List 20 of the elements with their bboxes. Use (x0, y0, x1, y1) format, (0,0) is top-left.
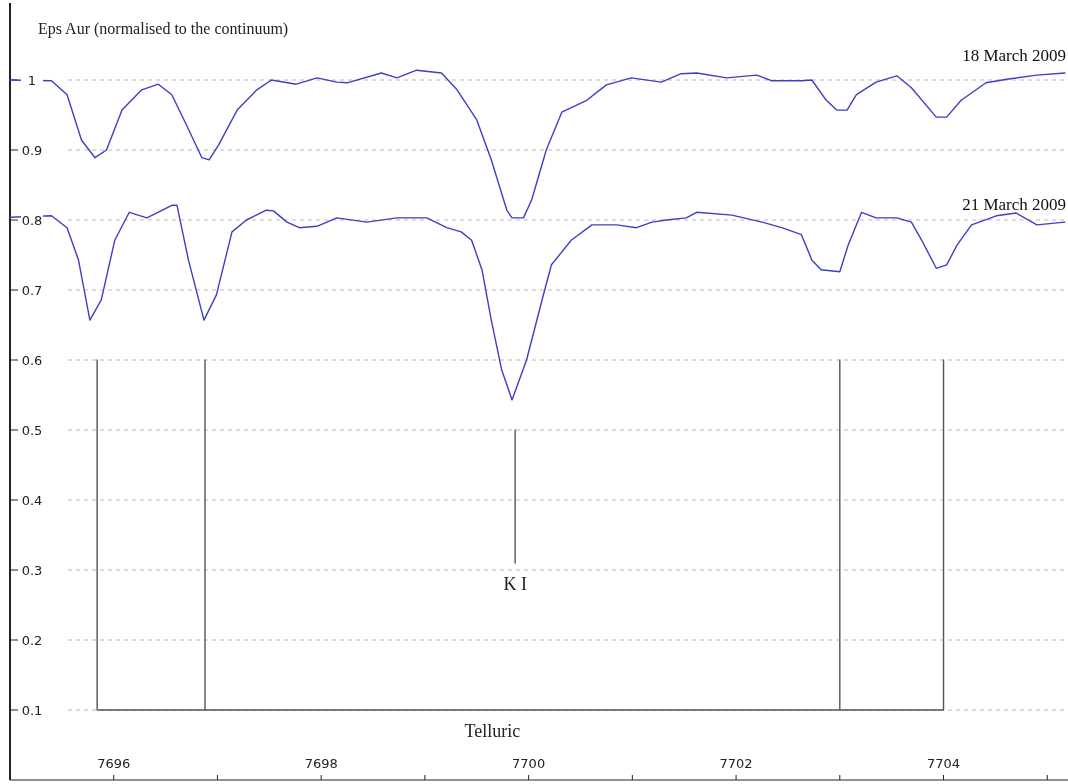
series-label: 21 March 2009 (962, 195, 1066, 215)
y-tick-label: 0.3 (21, 562, 43, 578)
x-tick-label: 7698 (304, 756, 338, 771)
text: Eps Aur (normalised to the continuum) (38, 20, 289, 38)
y-tick-label: 0.1 (21, 702, 43, 718)
y-tick-label: 0.7 (21, 282, 43, 298)
annotation: K I (503, 573, 527, 594)
series-label: 18 March 2009 (962, 46, 1066, 65)
y-tick-label: 0.2 (21, 632, 43, 648)
y-tick-label: 0.9 (21, 142, 43, 158)
x-tick-label: 7704 (926, 756, 961, 771)
x-tick-label: 7696 (97, 756, 131, 771)
y-tick-label: 0.5 (21, 422, 43, 438)
y-tick-label: 1 (27, 72, 37, 88)
annotation: Telluric (464, 720, 521, 741)
y-tick-label: 0.6 (21, 352, 43, 368)
y-tick-label: 0.4 (21, 492, 43, 508)
x-tick-label: 7700 (512, 756, 546, 771)
x-tick-label: 7702 (719, 756, 753, 771)
y-tick-label: 0.8 (21, 212, 43, 228)
